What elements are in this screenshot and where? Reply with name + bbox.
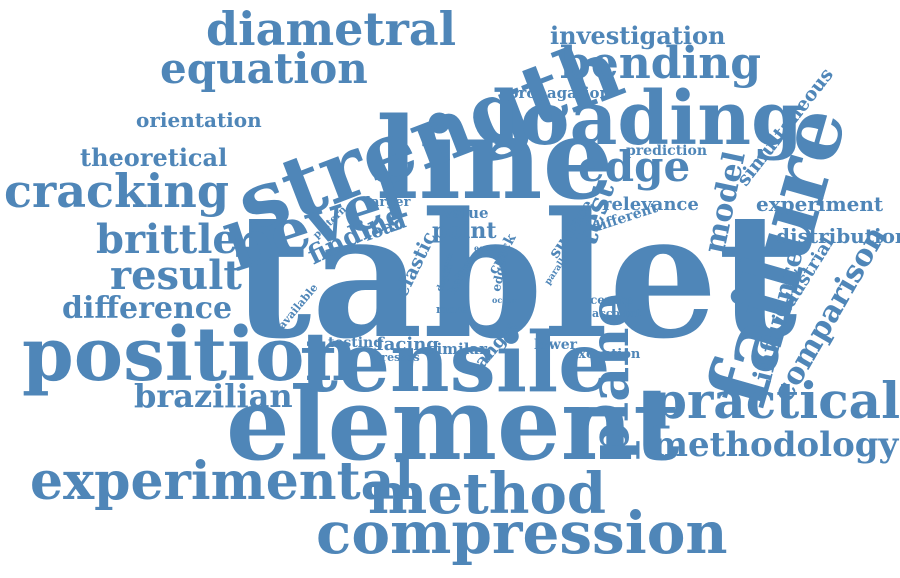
word-facing: facing (376, 334, 439, 355)
word-testing: testing (328, 335, 384, 351)
word-loading: loading (492, 76, 803, 162)
word-cracking: cracking (4, 164, 230, 218)
word-position: position (22, 312, 359, 398)
word-more: more (436, 303, 468, 316)
word-line: line (376, 94, 614, 225)
word-occur: occur (492, 295, 518, 305)
word-centre: centre (590, 293, 634, 307)
word-theoretical: theoretical (80, 143, 228, 172)
word-relevance: relevance (602, 194, 699, 215)
word-account: account (592, 307, 641, 320)
word-diametral: diametral (206, 2, 457, 56)
word-value: value (444, 204, 489, 222)
word-brittle: brittle (96, 216, 238, 263)
word-compression: compression (316, 499, 728, 567)
word-lower: lower (534, 337, 577, 353)
word-methodology: methodology (652, 425, 899, 465)
word-distribution: distribution (776, 224, 900, 248)
word-result: result (110, 252, 242, 299)
word-bending: bending (560, 38, 761, 89)
word-element: element (226, 365, 680, 483)
word-experiment: experiment (756, 192, 884, 216)
word-orientation: orientation (136, 108, 262, 132)
word-edge: edge (578, 142, 691, 191)
word-similar: similar (428, 340, 488, 358)
word-prediction: prediction (626, 143, 708, 159)
word-propagation: propagation (508, 84, 611, 102)
word-brazilian: brazilian (134, 377, 293, 415)
word-experimental: experimental (30, 451, 415, 512)
word-equation: equation (160, 44, 368, 93)
word-stresses: stresses (370, 351, 420, 364)
word-point: point (432, 218, 497, 244)
word-tablet: tablet (232, 174, 798, 377)
word-larger: larger (366, 195, 411, 210)
word-equal: equal (474, 243, 499, 253)
word-practical: practical (652, 371, 900, 430)
word-investigation: investigation (550, 21, 726, 50)
word-exception: exception (570, 347, 641, 362)
word-tensile: tensile (300, 315, 611, 411)
word-method: method (368, 461, 606, 527)
word-difference: difference (62, 291, 233, 326)
